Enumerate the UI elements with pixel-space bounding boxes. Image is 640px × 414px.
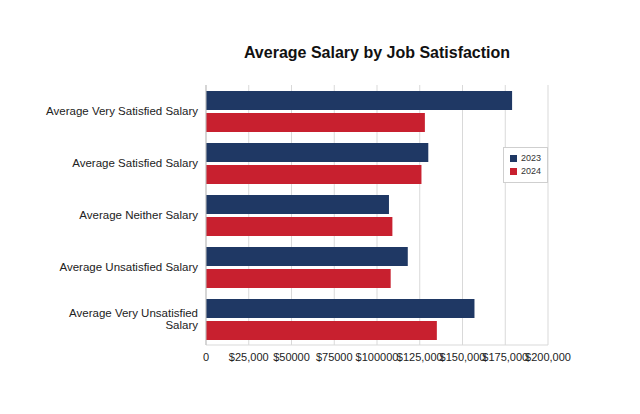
svg-text:$200,000: $200,000: [525, 351, 571, 363]
svg-text:Average Unsatisfied Salary: Average Unsatisfied Salary: [60, 261, 199, 273]
svg-text:$75000: $75000: [316, 351, 353, 363]
svg-text:$100000: $100000: [356, 351, 399, 363]
svg-text:Average Very Satisfied Salary: Average Very Satisfied Salary: [46, 105, 198, 117]
svg-text:0: 0: [203, 351, 209, 363]
svg-text:$25,000: $25,000: [229, 351, 269, 363]
svg-text:Average Neither Salary: Average Neither Salary: [79, 209, 198, 221]
svg-text:$150,000: $150,000: [440, 351, 486, 363]
svg-text:$175,000: $175,000: [482, 351, 528, 363]
svg-text:$125,000: $125,000: [397, 351, 443, 363]
html-text:2024: 2024: [521, 166, 541, 176]
html-text:2023: 2023: [521, 153, 541, 163]
svg-text:$50000: $50000: [273, 351, 310, 363]
svg-text:Average Very UnsatisfiedSalary: Average Very UnsatisfiedSalary: [69, 307, 198, 331]
html-text:Average Salary by Job Satisfac: Average Salary by Job Satisfaction: [243, 44, 511, 61]
svg-text:Average Satisfied Salary: Average Satisfied Salary: [72, 157, 198, 169]
